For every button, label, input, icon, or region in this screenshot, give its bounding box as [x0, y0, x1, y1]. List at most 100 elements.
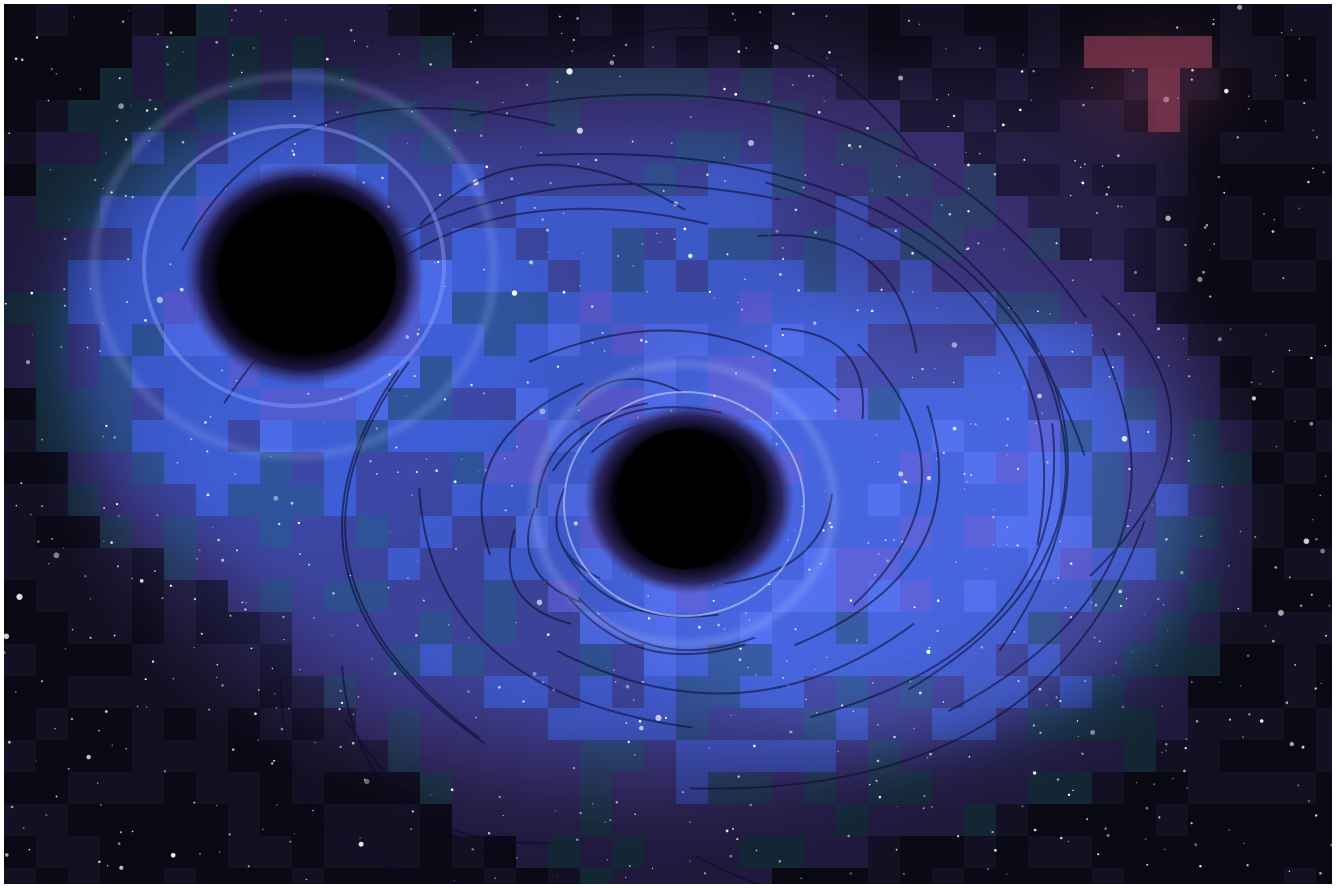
mosaic-tile [836, 676, 868, 708]
mosaic-tile [228, 452, 260, 484]
star [526, 381, 529, 384]
mosaic-tile [1028, 548, 1060, 580]
star [31, 334, 33, 336]
star [505, 112, 508, 115]
mosaic-tile [1060, 356, 1092, 388]
mosaic-tile [164, 132, 196, 164]
star [911, 376, 914, 379]
mosaic-tile [324, 612, 356, 644]
mosaic-tile [1284, 708, 1316, 740]
star [1067, 840, 1070, 843]
mosaic-tile [964, 164, 996, 196]
star [1091, 86, 1094, 89]
star [609, 819, 612, 822]
star [1013, 631, 1016, 633]
star [1264, 120, 1267, 122]
star [1060, 836, 1063, 840]
star [1312, 129, 1315, 132]
star [1324, 345, 1327, 347]
mosaic-tile [484, 804, 516, 836]
star [338, 708, 341, 711]
star [1312, 167, 1314, 170]
mosaic-tile [292, 484, 324, 516]
mosaic-tile [452, 388, 484, 420]
black-hole-center [532, 362, 836, 646]
mosaic-tile [68, 132, 100, 164]
mosaic-tile [644, 228, 676, 260]
mosaic-tile [420, 292, 452, 324]
star [967, 187, 970, 190]
star [1032, 771, 1037, 775]
mosaic-tile [164, 36, 196, 68]
mosaic-tile [388, 548, 420, 580]
mosaic-tile [1060, 388, 1092, 420]
star [124, 138, 128, 141]
mosaic-tile [132, 868, 164, 884]
mosaic-tile [1092, 772, 1124, 804]
mosaic-tile [740, 740, 772, 772]
swirl-arc [1089, 294, 1173, 577]
mosaic-tile [132, 4, 164, 36]
star [1274, 566, 1278, 569]
mosaic-tile [388, 772, 420, 804]
mosaic-tile [868, 772, 900, 804]
mosaic-tile [1092, 260, 1124, 292]
star [1288, 349, 1291, 352]
star [1273, 219, 1275, 221]
star [662, 189, 665, 192]
mosaic-tile [196, 452, 228, 484]
mosaic-tile [676, 740, 708, 772]
mosaic-tile [868, 196, 900, 228]
star [1303, 102, 1306, 105]
star [748, 140, 754, 146]
star [144, 678, 147, 681]
star [414, 102, 415, 103]
star [418, 328, 420, 331]
mosaic-tile [292, 516, 324, 548]
star [105, 152, 107, 154]
star [314, 741, 316, 744]
star [8, 132, 10, 134]
star [986, 868, 989, 871]
star [273, 759, 276, 762]
mosaic-tile [324, 484, 356, 516]
mosaic-tile [676, 356, 708, 388]
star [948, 212, 952, 216]
star [841, 163, 844, 166]
mosaic-tile [420, 260, 452, 292]
mosaic-tile [388, 804, 420, 836]
star [1259, 719, 1264, 723]
star [86, 754, 91, 760]
star [1307, 180, 1310, 184]
mosaic-tile [1156, 228, 1188, 260]
mosaic-tile [228, 868, 260, 884]
mosaic-tile [164, 644, 196, 676]
star [118, 77, 121, 80]
star [1275, 445, 1278, 448]
star [561, 32, 563, 35]
mosaic-tile [1156, 356, 1188, 388]
star [415, 634, 418, 637]
mosaic-tile [868, 708, 900, 740]
mosaic-tile [772, 356, 804, 388]
swirl-arc [690, 520, 1146, 790]
star [474, 9, 477, 12]
star [410, 828, 413, 830]
mosaic-tile [100, 260, 132, 292]
mosaic-tile [292, 420, 324, 452]
mosaic-tile [388, 740, 420, 772]
star [1075, 322, 1077, 325]
mosaic-tile [548, 228, 580, 260]
star [1165, 537, 1168, 541]
star [812, 75, 814, 77]
star [172, 677, 175, 680]
star [4, 302, 7, 305]
mosaic-tile [1284, 324, 1316, 356]
mosaic-tile [1220, 868, 1252, 884]
star [828, 521, 831, 525]
star [985, 568, 986, 570]
swirl-arc [794, 405, 941, 647]
star [70, 717, 74, 721]
star [952, 426, 957, 431]
mosaic-tile [196, 772, 228, 804]
